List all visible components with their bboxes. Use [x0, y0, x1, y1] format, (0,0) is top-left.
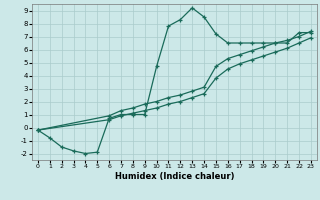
X-axis label: Humidex (Indice chaleur): Humidex (Indice chaleur) — [115, 172, 234, 181]
